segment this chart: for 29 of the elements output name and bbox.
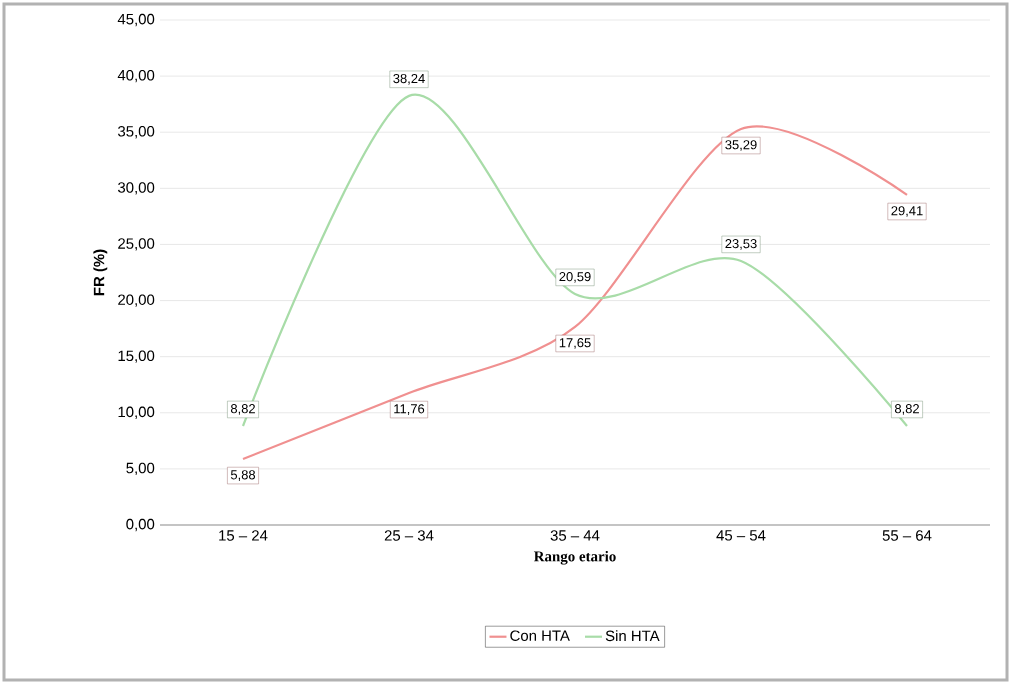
data-label: 35,29 [725,140,757,151]
data-label: 38,24 [393,73,425,85]
x-tick-label: 15 – 24 [219,530,268,541]
data-label: 20,59 [559,272,591,283]
legend-label: Con HTA [510,630,570,641]
data-label: 29,41 [891,206,923,217]
data-label: 17,65 [559,338,591,349]
data-label: 23,53 [725,239,757,250]
data-label: 8,82 [894,404,919,415]
x-tick-label: 45 – 54 [716,530,766,541]
y-tick-label: 45,00 [117,13,155,27]
y-tick-label: 25,00 [118,238,155,251]
data-label: 5,88 [230,470,256,481]
y-tick-label: 5,00 [126,462,155,476]
x-tick-label: 25 – 34 [384,530,434,541]
y-tick-label: 30,00 [117,182,155,195]
data-label: 11,76 [394,404,425,415]
y-tick-label: 40,00 [117,69,155,83]
legend-label: Sin HTA [605,630,660,642]
x-tick-label: 55 – 64 [882,530,932,541]
y-tick-label: 15,00 [118,350,155,363]
x-tick-label: 35 – 44 [550,530,600,541]
data-label: 8,82 [230,404,255,415]
y-tick-label: 35,00 [117,126,155,139]
y-tick-label: 20,00 [118,294,155,307]
y-axis-title: FR (%) [93,249,108,296]
y-tick-label: 0,00 [126,518,155,532]
x-axis-title: Rango etario [533,550,616,565]
y-tick-label: 10,00 [118,406,155,419]
